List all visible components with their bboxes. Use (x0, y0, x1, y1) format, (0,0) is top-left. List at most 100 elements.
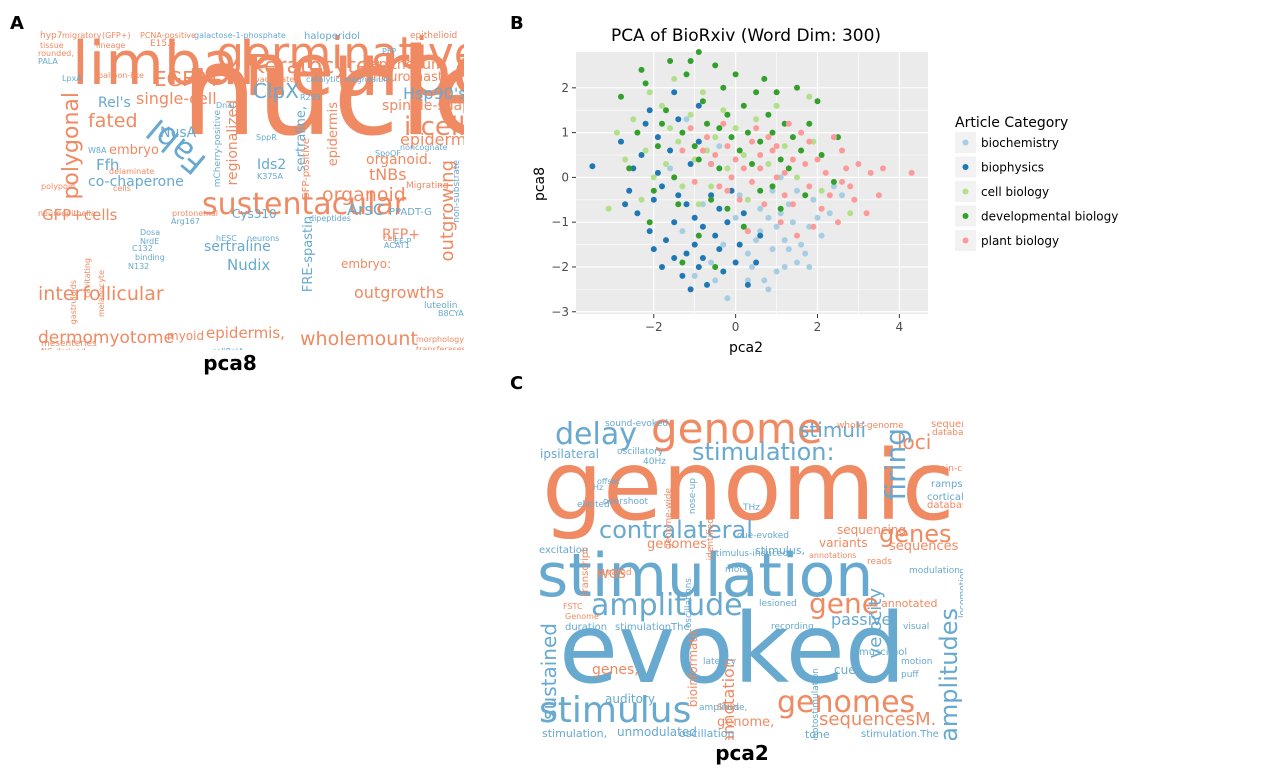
y-axis-label: pca8 (532, 167, 548, 201)
data-point (695, 201, 702, 208)
data-point (724, 111, 731, 118)
data-point (789, 156, 796, 163)
pca8-word: migratory (62, 31, 102, 40)
pca8-word: C132 (132, 244, 153, 253)
data-point (757, 165, 764, 172)
data-point (765, 161, 772, 167)
pca2-word: SNPs (717, 703, 740, 713)
data-point (753, 237, 760, 244)
data-point (699, 98, 706, 105)
pca2-word: amplitudes (935, 608, 963, 740)
data-point (704, 134, 710, 141)
data-point (814, 156, 821, 163)
pca2-word: genome, (717, 715, 775, 730)
pca2-word: gene (809, 587, 879, 620)
data-point (646, 107, 653, 114)
data-point (757, 232, 764, 239)
pca8-word: mesenteries (41, 339, 97, 349)
pca2-word: genes (879, 520, 952, 548)
data-point (835, 219, 841, 226)
legend-label: biophysics (981, 161, 1044, 175)
data-point (740, 102, 747, 109)
data-point (777, 174, 784, 181)
pca2-word: excitation (539, 545, 589, 556)
data-point (757, 187, 764, 194)
data-point (716, 246, 723, 253)
pca2-word: stimulation: (692, 438, 835, 466)
legend-title: Article Category (955, 115, 1068, 131)
data-points (589, 49, 915, 302)
data-point (638, 66, 645, 73)
legend-marker (962, 237, 969, 244)
data-point (761, 201, 768, 208)
pca8-word: neuromasts. (373, 70, 454, 85)
data-point (695, 102, 702, 109)
data-point (650, 246, 657, 253)
pca8-word: NrdE (140, 237, 160, 246)
data-point (708, 183, 715, 190)
data-point (720, 241, 727, 248)
y-tick-label: −3 (551, 305, 569, 319)
pca2-word: oscillation (679, 727, 735, 740)
data-point (659, 120, 665, 127)
wordcloud-pca8-caption: pca8 (203, 351, 257, 375)
data-point (642, 120, 649, 127)
data-point (830, 183, 837, 190)
pca2-word: genes, (592, 662, 639, 678)
data-point (687, 161, 694, 167)
data-point (667, 125, 674, 132)
pca8-word: (GFP+) (102, 31, 131, 40)
data-point (781, 143, 788, 150)
pca8-word: N132 (128, 262, 150, 271)
pca2-word: delay (555, 418, 637, 452)
data-point (663, 107, 669, 114)
pca8-word: epidermis, (206, 324, 285, 342)
data-point (863, 210, 870, 217)
data-point (622, 156, 629, 163)
data-point (659, 102, 665, 109)
pca8-word: single-cell (136, 89, 217, 108)
pca8-word: transferases (416, 345, 464, 351)
data-point (749, 178, 755, 185)
pca2-word: bioinformatic (686, 628, 700, 708)
pca8-word: dermomyotome (38, 328, 175, 348)
pca8-word: luteolin (424, 301, 458, 311)
pca8-word: embryo (109, 143, 159, 158)
wordcloud-pca2: genomic evoked stimulation genome delay stimu… (537, 418, 963, 740)
data-point (671, 219, 678, 226)
data-point (814, 214, 821, 221)
pca8-word: epithelium (370, 57, 445, 73)
pca8-word: catalytic (306, 75, 341, 84)
data-point (781, 169, 788, 176)
pca8-word: galactose-1-phosphate (194, 31, 286, 40)
pca8-word: LpxA (62, 74, 82, 83)
data-point (789, 219, 796, 226)
data-point (847, 210, 854, 217)
data-point (663, 237, 669, 244)
data-point (777, 205, 784, 212)
data-point (773, 223, 780, 230)
pca8-word: K375A (257, 172, 283, 181)
data-point (806, 93, 813, 100)
data-point (695, 156, 702, 163)
data-point (753, 259, 760, 266)
pca2-word: FSTC (563, 602, 583, 611)
pca8-word: polypoid (41, 182, 76, 191)
data-point (638, 196, 645, 203)
legend-marker (962, 188, 969, 195)
data-point (704, 281, 710, 288)
pca8-word: PALA (38, 57, 58, 66)
data-point (875, 192, 882, 199)
pca8-word: noncognate (400, 143, 448, 152)
pca8-word: cavitating (83, 258, 92, 298)
pca8-word: binding (135, 253, 165, 262)
data-point (667, 165, 674, 172)
data-point (744, 228, 751, 235)
pca8-word: non-substrate (452, 160, 462, 223)
data-point (712, 152, 719, 158)
data-point (802, 161, 809, 167)
data-point (724, 295, 731, 302)
pca8-word: organoid. (366, 152, 433, 168)
data-point (736, 192, 743, 199)
data-point (867, 169, 874, 176)
